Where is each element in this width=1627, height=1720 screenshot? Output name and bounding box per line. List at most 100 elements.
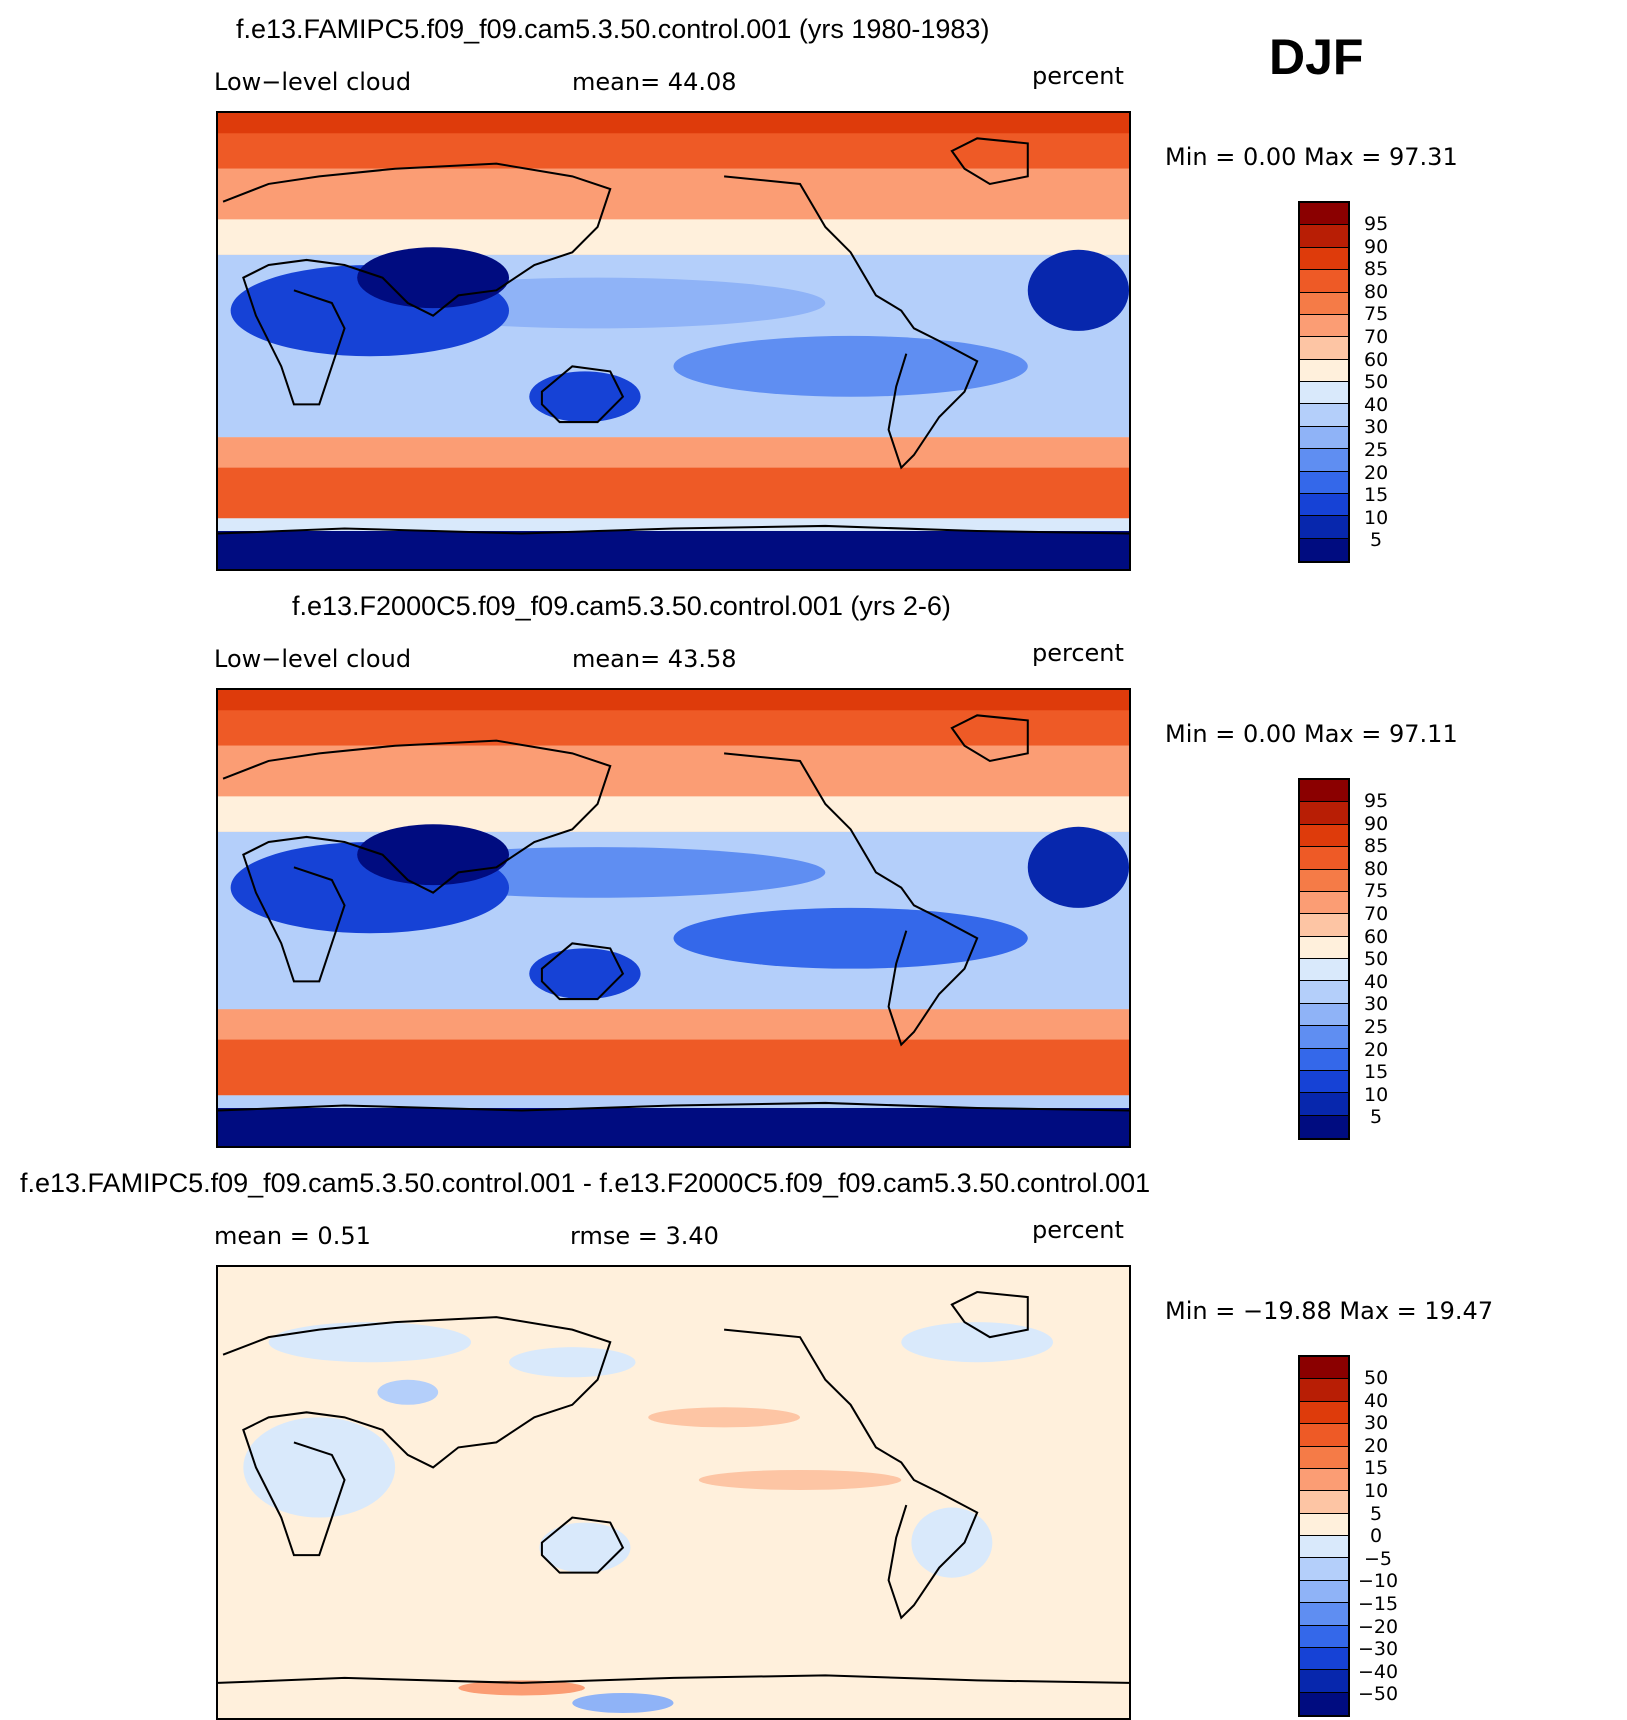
- panel-3-map-svg: [218, 1267, 1129, 1718]
- panel-1-colorbar-box: [1300, 493, 1348, 517]
- panel-1-colorbar-label: 60: [1364, 349, 1389, 371]
- panel-2-map-svg: [218, 690, 1129, 1146]
- panel-1-north-subtrop: [218, 219, 1129, 255]
- panel-3-anomaly-patch: [698, 1469, 902, 1490]
- panel-1-colorbar-label: 15: [1364, 484, 1389, 506]
- panel-1-antarctic-edge: [218, 518, 1129, 534]
- panel-2-colorbar-label: 30: [1364, 993, 1389, 1015]
- panel-1-colorbar-label: 75: [1364, 303, 1389, 325]
- panel-2-map: [216, 688, 1131, 1148]
- panel-1-colorbar-label: 90: [1364, 236, 1389, 258]
- panel-2-colorbar-box: [1300, 936, 1348, 959]
- panel-1-title: f.e13.FAMIPC5.f09_f09.cam5.3.50.control.…: [236, 14, 990, 44]
- panel-1-colorbar-label: 25: [1364, 439, 1389, 461]
- panel-2-southern-ocean: [218, 1039, 1129, 1096]
- panel-1-units-label: percent: [1032, 62, 1124, 90]
- panel-2-colorbar-label: 15: [1364, 1061, 1389, 1083]
- panel-2-antarctica: [218, 1108, 1129, 1146]
- panel-3-anomaly-patch: [911, 1507, 993, 1578]
- panel-1-colorbar-box: [1300, 203, 1348, 226]
- panel-2-units-label: percent: [1032, 639, 1124, 667]
- panel-3-colorbar-label: 30: [1364, 1412, 1389, 1434]
- panel-1-colorbar-box: [1300, 225, 1348, 248]
- panel-2-colorbar: [1298, 778, 1350, 1140]
- panel-2-arctic-core: [218, 690, 1129, 711]
- panel-2-colorbar-label: 10: [1364, 1084, 1389, 1106]
- panel-1-colorbar-label: 50: [1364, 371, 1389, 393]
- panel-2-colorbar-box: [1300, 891, 1348, 915]
- panel-2-australia-dry: [529, 948, 641, 1000]
- panel-1-map-svg: [218, 113, 1129, 569]
- panel-2-colorbar-box: [1300, 1093, 1348, 1116]
- panel-3-colorbar-box: [1300, 1603, 1348, 1626]
- panel-1-minmax: Min = 0.00 Max = 97.31: [1165, 143, 1458, 171]
- panel-1-colorbar-label: 20: [1364, 462, 1389, 484]
- panel-2-colorbar-box: [1300, 1070, 1348, 1094]
- panel-3-colorbar-box: [1300, 1670, 1348, 1693]
- panel-2-south-subtrop: [218, 1009, 1129, 1045]
- panel-1-sahara-dry: [1027, 249, 1129, 331]
- panel-1-tropic-pacific-s: [673, 335, 1028, 397]
- panel-3-colorbar-box: [1300, 1357, 1348, 1380]
- panel-2-colorbar-label: 20: [1364, 1039, 1389, 1061]
- panel-3-colorbar-box: [1300, 1468, 1348, 1492]
- panel-3-units-label: percent: [1032, 1216, 1124, 1244]
- panel-3-mean-label: mean = 0.51: [214, 1222, 371, 1250]
- panel-2-north-midlat: [218, 745, 1129, 797]
- panel-3-map: [216, 1265, 1131, 1720]
- panel-2-north-subtrop: [218, 796, 1129, 832]
- panel-3-colorbar-label: −40: [1358, 1661, 1399, 1683]
- panel-3-colorbar-box: [1300, 1379, 1348, 1402]
- panel-2-colorbar-box: [1300, 1003, 1348, 1027]
- panel-3-anomaly-patch: [648, 1407, 801, 1428]
- panel-2-colorbar-label: 5: [1370, 1106, 1383, 1128]
- panel-1-colorbar-label: 5: [1370, 529, 1383, 551]
- panel-2-colorbar-box: [1300, 1048, 1348, 1071]
- panel-2-colorbar-label: 90: [1364, 813, 1389, 835]
- panel-2-colorbar-box: [1300, 1026, 1348, 1049]
- panel-3-colorbar-label: 10: [1364, 1480, 1389, 1502]
- panel-2-title: f.e13.F2000C5.f09_f09.cam5.3.50.control.…: [292, 591, 951, 621]
- panel-2-colorbar-box: [1300, 981, 1348, 1004]
- panel-3-title: f.e13.FAMIPC5.f09_f09.cam5.3.50.control.…: [20, 1168, 1151, 1198]
- panel-2-colorbar-box: [1300, 847, 1348, 870]
- panel-3-anomaly-patch: [377, 1379, 439, 1405]
- panel-1-colorbar-label: 80: [1364, 281, 1389, 303]
- panel-3-minmax: Min = −19.88 Max = 19.47: [1165, 1297, 1494, 1325]
- panel-3-colorbar-box: [1300, 1625, 1348, 1648]
- panel-3-colorbar-label: −5: [1364, 1548, 1393, 1570]
- panel-3-rmse-label: rmse = 3.40: [570, 1222, 719, 1250]
- panel-1-colorbar-box: [1300, 359, 1348, 382]
- panel-1-colorbar-box: [1300, 404, 1348, 427]
- panel-2-colorbar-label: 50: [1364, 948, 1389, 970]
- panel-1-coastlines: [218, 137, 1129, 535]
- panel-2-antarctic-edge: [218, 1095, 1129, 1111]
- panel-1-colorbar-box: [1300, 471, 1348, 494]
- panel-1-colorbar-box: [1300, 382, 1348, 405]
- panel-1-colorbar-label: 95: [1364, 213, 1389, 235]
- panel-1-colorbar-label: 85: [1364, 258, 1389, 280]
- panel-1-north-midlat: [218, 168, 1129, 220]
- panel-1-colorbar-box: [1300, 538, 1348, 561]
- panel-3-colorbar-box: [1300, 1647, 1348, 1671]
- panel-3-anomaly-patch: [539, 1522, 631, 1573]
- panel-3-colorbar-box: [1300, 1580, 1348, 1604]
- panel-2-colorbar-label: 80: [1364, 858, 1389, 880]
- panel-2-colorbar-box: [1300, 780, 1348, 803]
- panel-3-colorbar-label: 5: [1370, 1503, 1383, 1525]
- panel-1-map: [216, 111, 1131, 571]
- panel-2-variable-label: Low−level cloud: [214, 645, 412, 673]
- panel-3-anomaly-patch: [572, 1692, 674, 1713]
- panel-3-colorbar-box: [1300, 1424, 1348, 1447]
- panel-3-anomaly-patch: [458, 1680, 585, 1696]
- season-label: DJF: [1269, 29, 1364, 85]
- panel-1-colorbar-box: [1300, 337, 1348, 360]
- panel-2-tropic-pacific-s: [673, 907, 1028, 969]
- panel-1-south-subtrop: [218, 437, 1129, 473]
- panel-3-colorbar-box: [1300, 1536, 1348, 1559]
- panel-3-anomaly-patch: [243, 1417, 396, 1518]
- panel-1-colorbar-label: 10: [1364, 507, 1389, 529]
- panel-1-southern-ocean: [218, 467, 1129, 519]
- panel-2-mean-label: mean= 43.58: [572, 645, 737, 673]
- panel-1-colorbar-box: [1300, 314, 1348, 338]
